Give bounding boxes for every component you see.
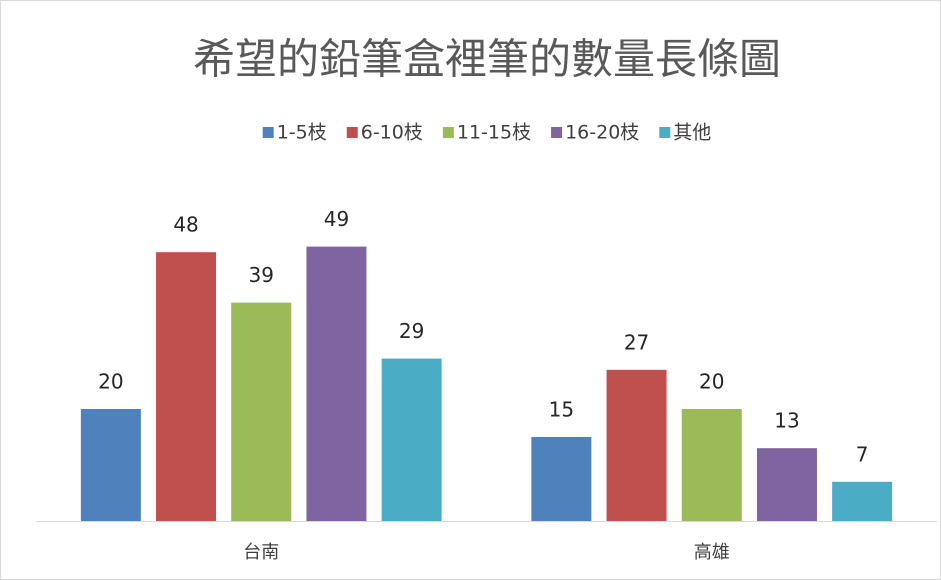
legend-swatch xyxy=(442,127,454,138)
data-label: 20 xyxy=(98,370,123,394)
legend-swatch xyxy=(551,127,563,138)
data-label: 48 xyxy=(173,213,198,237)
legend-label: 1-5枝 xyxy=(277,122,327,144)
bar xyxy=(756,448,817,521)
legend-label: 11-15枝 xyxy=(457,122,531,144)
bar xyxy=(381,358,442,521)
data-label: 20 xyxy=(699,370,724,394)
chart-title: 希望的鉛筆盒裡筆的數量長條圖 xyxy=(193,35,781,84)
data-label: 39 xyxy=(249,263,274,287)
data-label: 29 xyxy=(399,319,424,343)
data-label: 49 xyxy=(324,207,349,231)
data-label: 27 xyxy=(624,330,649,354)
bar xyxy=(531,437,592,521)
bar xyxy=(156,252,217,521)
legend-label: 6-10枝 xyxy=(361,122,423,144)
bar xyxy=(681,409,742,521)
data-label: 7 xyxy=(856,442,869,466)
legend-label: 16-20枝 xyxy=(565,122,639,144)
bar xyxy=(832,481,893,521)
legend-swatch xyxy=(659,127,671,138)
legend-swatch xyxy=(262,127,274,138)
data-label: 13 xyxy=(774,409,799,433)
bar xyxy=(80,409,141,521)
legend-swatch xyxy=(346,127,358,138)
bar xyxy=(606,369,667,521)
bar xyxy=(306,246,367,521)
x-tick-label: 高雄 xyxy=(694,542,730,563)
x-tick-label: 台南 xyxy=(243,542,279,563)
legend-label: 其他 xyxy=(673,122,711,144)
data-label: 15 xyxy=(549,398,574,422)
bar xyxy=(231,302,292,521)
